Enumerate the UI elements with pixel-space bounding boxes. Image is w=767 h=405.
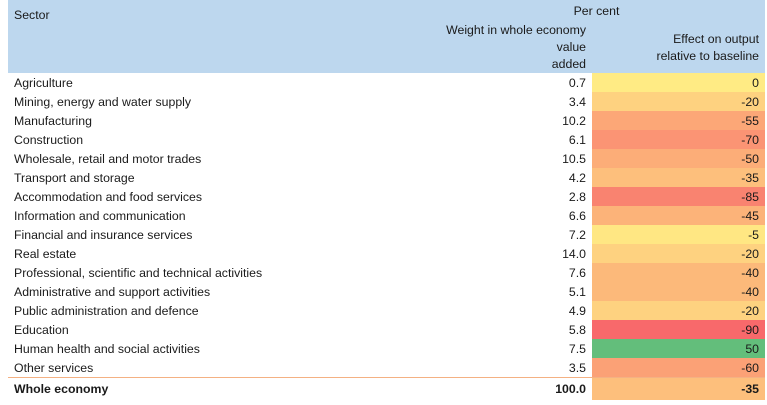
sector-cell: Information and communication: [14, 208, 186, 223]
effect-column-header: Effect on output relative to baseline: [592, 22, 766, 73]
table-row: Education 5.8 -90: [8, 320, 766, 339]
weight-cell: 7.5: [568, 341, 586, 356]
effect-cell: -5: [592, 225, 766, 244]
weight-cell: 10.2: [562, 113, 586, 128]
sector-cell: Other services: [14, 360, 94, 375]
total-weight-cell: 100.0: [428, 377, 592, 400]
effect-cell: -35: [592, 168, 766, 187]
effect-cell: -55: [592, 111, 766, 130]
effect-cell: -40: [592, 282, 766, 301]
sector-cell: Professional, scientific and technical a…: [14, 265, 263, 280]
sector-header-label: Sector: [14, 8, 50, 22]
table-row: Financial and insurance services 7.2 -5: [8, 225, 766, 244]
sector-cell: Human health and social activities: [14, 341, 200, 356]
weight-cell: 0.7: [568, 75, 586, 90]
sector-cell: Accommodation and food services: [14, 189, 202, 204]
table-row: Human health and social activities 7.5 50: [8, 339, 766, 358]
effect-cell: -60: [592, 358, 766, 378]
weight-cell: 6.6: [568, 208, 586, 223]
total-effect-cell: -35: [592, 377, 766, 400]
table-row: Mining, energy and water supply 3.4 -20: [8, 92, 766, 111]
effect-cell: -90: [592, 320, 766, 339]
effect-header-line1: Effect on output: [673, 31, 760, 46]
effect-cell: -50: [592, 149, 766, 168]
effect-header-line2: relative to baseline: [656, 48, 760, 63]
effect-cell: -70: [592, 130, 766, 149]
weight-cell: 3.5: [568, 360, 586, 375]
weight-cell: 7.2: [568, 227, 586, 242]
sector-cell: Real estate: [14, 246, 77, 261]
sector-column-header: Sector: [8, 0, 428, 73]
weight-cell: 5.8: [568, 322, 586, 337]
table-row: Agriculture 0.7 0: [8, 73, 766, 92]
header-row-bottom: Weight in whole economy value added Effe…: [8, 22, 766, 73]
sector-cell: Administrative and support activities: [14, 284, 211, 299]
weight-column-header: Weight in whole economy value added: [428, 22, 592, 73]
sector-cell: Wholesale, retail and motor trades: [14, 151, 202, 166]
table-row: Real estate 14.0 -20: [8, 244, 766, 263]
sector-cell: Construction: [14, 132, 84, 147]
sector-cell: Manufacturing: [14, 113, 92, 128]
weight-cell: 4.2: [568, 170, 586, 185]
table-row: Accommodation and food services 2.8 -85: [8, 187, 766, 206]
sector-cell: Education: [14, 322, 69, 337]
header-row-top: Sector Per cent: [8, 0, 766, 73]
table-row: Administrative and support activities 5.1…: [8, 282, 766, 301]
sector-cell: Agriculture: [14, 75, 73, 90]
sector-output-table-container: Sector Per cent Weight in whole economy …: [8, 0, 766, 400]
weight-cell: 14.0: [562, 246, 586, 261]
weight-cell: 6.1: [568, 132, 586, 147]
table-row: Professional, scientific and technical a…: [8, 263, 766, 282]
table-body: Agriculture 0.7 0 Mining, energy and water…: [8, 73, 766, 400]
per-cent-header: Per cent: [428, 0, 766, 22]
sector-cell: Financial and insurance services: [14, 227, 193, 242]
weight-cell: 7.6: [568, 265, 586, 280]
table-row: Information and communication 6.6 -45: [8, 206, 766, 225]
sector-output-table: Sector Per cent Weight in whole economy …: [8, 0, 766, 400]
table-row: Wholesale, retail and motor trades 10.5 -5…: [8, 149, 766, 168]
table-row: Other services 3.5 -60: [8, 358, 766, 378]
effect-cell: -85: [592, 187, 766, 206]
effect-cell: 50: [592, 339, 766, 358]
total-sector-cell: Whole economy: [8, 377, 428, 400]
table-row: Construction 6.1 -70: [8, 130, 766, 149]
table-row: Transport and storage 4.2 -35: [8, 168, 766, 187]
sector-cell: Transport and storage: [14, 170, 135, 185]
effect-cell: -45: [592, 206, 766, 225]
effect-cell: -20: [592, 301, 766, 320]
table-row: Manufacturing 10.2 -55: [8, 111, 766, 130]
effect-cell: -20: [592, 92, 766, 111]
weight-cell: 5.1: [568, 284, 586, 299]
weight-cell: 2.8: [568, 189, 586, 204]
sector-cell: Mining, energy and water supply: [14, 94, 192, 109]
table-row: Public administration and defence 4.9 -20: [8, 301, 766, 320]
sector-cell: Public administration and defence: [14, 303, 199, 318]
effect-cell: -40: [592, 263, 766, 282]
effect-cell: 0: [592, 73, 766, 92]
weight-header-line2: added: [551, 57, 586, 71]
weight-cell: 3.4: [568, 94, 586, 109]
weight-cell: 4.9: [568, 303, 586, 318]
weight-header-line1: Weight in whole economy value: [446, 23, 586, 54]
total-row: Whole economy 100.0 -35: [8, 377, 766, 400]
effect-cell: -20: [592, 244, 766, 263]
weight-cell: 10.5: [562, 151, 586, 166]
